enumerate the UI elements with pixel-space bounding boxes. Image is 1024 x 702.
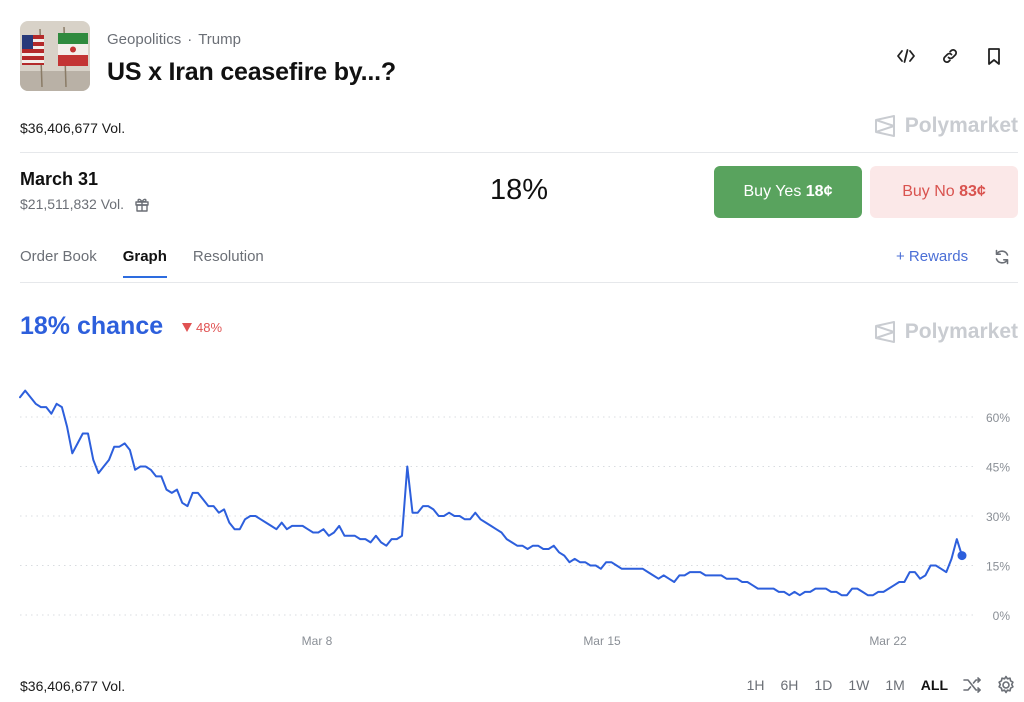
graph-volume: $36,406,677 Vol. (20, 678, 126, 694)
breadcrumb-separator: · (187, 31, 193, 48)
market-volume-row: $21,511,832 Vol. (20, 196, 150, 212)
price-chart[interactable]: 0% 15% 30% 45% 60% Mar 8 Mar 15 Mar 22 (0, 370, 1024, 660)
range-all[interactable]: ALL (920, 677, 948, 693)
settings-gear-icon[interactable] (996, 675, 1016, 695)
market-image (20, 21, 90, 91)
caret-down-icon (182, 323, 192, 332)
header-actions (894, 44, 1006, 68)
shuffle-icon[interactable] (962, 675, 982, 695)
brand-name: Polymarket (904, 114, 1018, 137)
divider (20, 152, 1018, 153)
market-percent: 18% (490, 174, 549, 206)
x-tick-label: Mar 15 (583, 634, 621, 648)
range-1m[interactable]: 1M (885, 677, 905, 693)
tab-bar: Order Book Graph Resolution (20, 248, 264, 278)
embed-code-icon[interactable] (894, 44, 918, 68)
buy-no-label: Buy No (902, 183, 955, 200)
polymarket-logo-icon (874, 115, 895, 137)
y-tick-label: 45% (986, 461, 1010, 475)
breadcrumb-category[interactable]: Geopolitics (107, 31, 182, 48)
x-tick-label: Mar 8 (302, 634, 333, 648)
buy-no-button[interactable]: Buy No 83¢ (870, 166, 1018, 218)
tab-order-book[interactable]: Order Book (20, 248, 97, 265)
brand-watermark: Polymarket (873, 114, 1018, 138)
page-title: US x Iran ceasefire by...? (107, 58, 396, 86)
market-volume: $21,511,832 Vol. (20, 196, 125, 212)
tab-resolution[interactable]: Resolution (192, 248, 264, 265)
breadcrumb-tag[interactable]: Trump (198, 31, 241, 48)
y-tick-label: 15% (986, 560, 1010, 574)
link-icon[interactable] (938, 44, 962, 68)
gift-icon[interactable] (134, 196, 150, 212)
refresh-icon[interactable] (993, 248, 1011, 266)
buy-yes-price: 18¢ (805, 183, 833, 200)
range-1d[interactable]: 1D (814, 677, 833, 693)
x-tick-label: Mar 22 (869, 634, 907, 648)
buy-yes-label: Buy Yes (743, 183, 802, 200)
polymarket-logo-icon (874, 321, 895, 343)
time-range-selector: 1H 6H 1D 1W 1M ALL (747, 677, 948, 693)
y-tick-label: 60% (986, 411, 1010, 425)
range-1h[interactable]: 1H (746, 677, 765, 693)
range-6h[interactable]: 6H (780, 677, 799, 693)
brand-name: Polymarket (904, 320, 1018, 343)
divider (20, 282, 1018, 283)
y-tick-label: 30% (986, 510, 1010, 524)
breadcrumb: Geopolitics · Trump (107, 31, 241, 48)
rewards-link[interactable]: + Rewards (896, 248, 969, 265)
change-value: 48% (196, 320, 223, 335)
brand-watermark: Polymarket (873, 320, 1018, 344)
y-tick-label: 0% (993, 609, 1011, 623)
market-date: March 31 (20, 169, 99, 189)
change-indicator: 48% (182, 320, 222, 335)
chart-tools (962, 675, 1016, 695)
range-1w[interactable]: 1W (848, 677, 870, 693)
tab-graph[interactable]: Graph (122, 248, 167, 278)
bookmark-icon[interactable] (982, 44, 1006, 68)
buy-no-price: 83¢ (959, 183, 986, 200)
total-volume: $36,406,677 Vol. (20, 120, 126, 136)
series-line (19, 389, 963, 597)
buy-yes-button[interactable]: Buy Yes 18¢ (714, 166, 862, 218)
current-value-point[interactable] (957, 551, 967, 561)
chance-headline: 18% chance (20, 312, 164, 340)
flags-image-icon (20, 21, 90, 91)
